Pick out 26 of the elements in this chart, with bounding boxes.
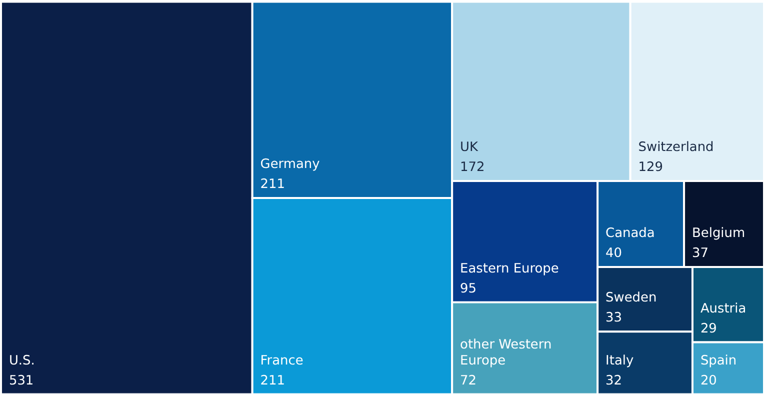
data-label: 72 [460,373,477,388]
category-label: U.S. [8,353,35,368]
category-label: Canada [606,226,655,242]
category-label: Sweden [606,290,657,306]
category-label: Spain [700,353,737,368]
category-label: France [260,353,304,368]
data-label: 129 [638,160,663,176]
category-label: Italy [606,353,634,368]
category-label: Austria [700,301,746,316]
data-label: 20 [700,373,717,388]
category-label: Switzerland [638,140,714,156]
data-label: 40 [606,246,622,262]
data-label: 531 [8,373,34,388]
category-label: UK [460,140,479,156]
data-label: 211 [260,373,286,388]
data-label: 211 [260,177,286,192]
data-label: 37 [692,246,708,262]
data-label: 172 [460,160,485,176]
category-label: Germany [260,157,320,172]
category-label: Eastern Europe [460,261,559,276]
data-label: 33 [606,310,622,326]
data-label: 95 [460,281,477,296]
data-label: 29 [700,321,717,336]
category-label: other Western Europe [460,337,552,368]
category-label: Belgium [692,226,746,242]
data-label: 32 [606,373,622,388]
